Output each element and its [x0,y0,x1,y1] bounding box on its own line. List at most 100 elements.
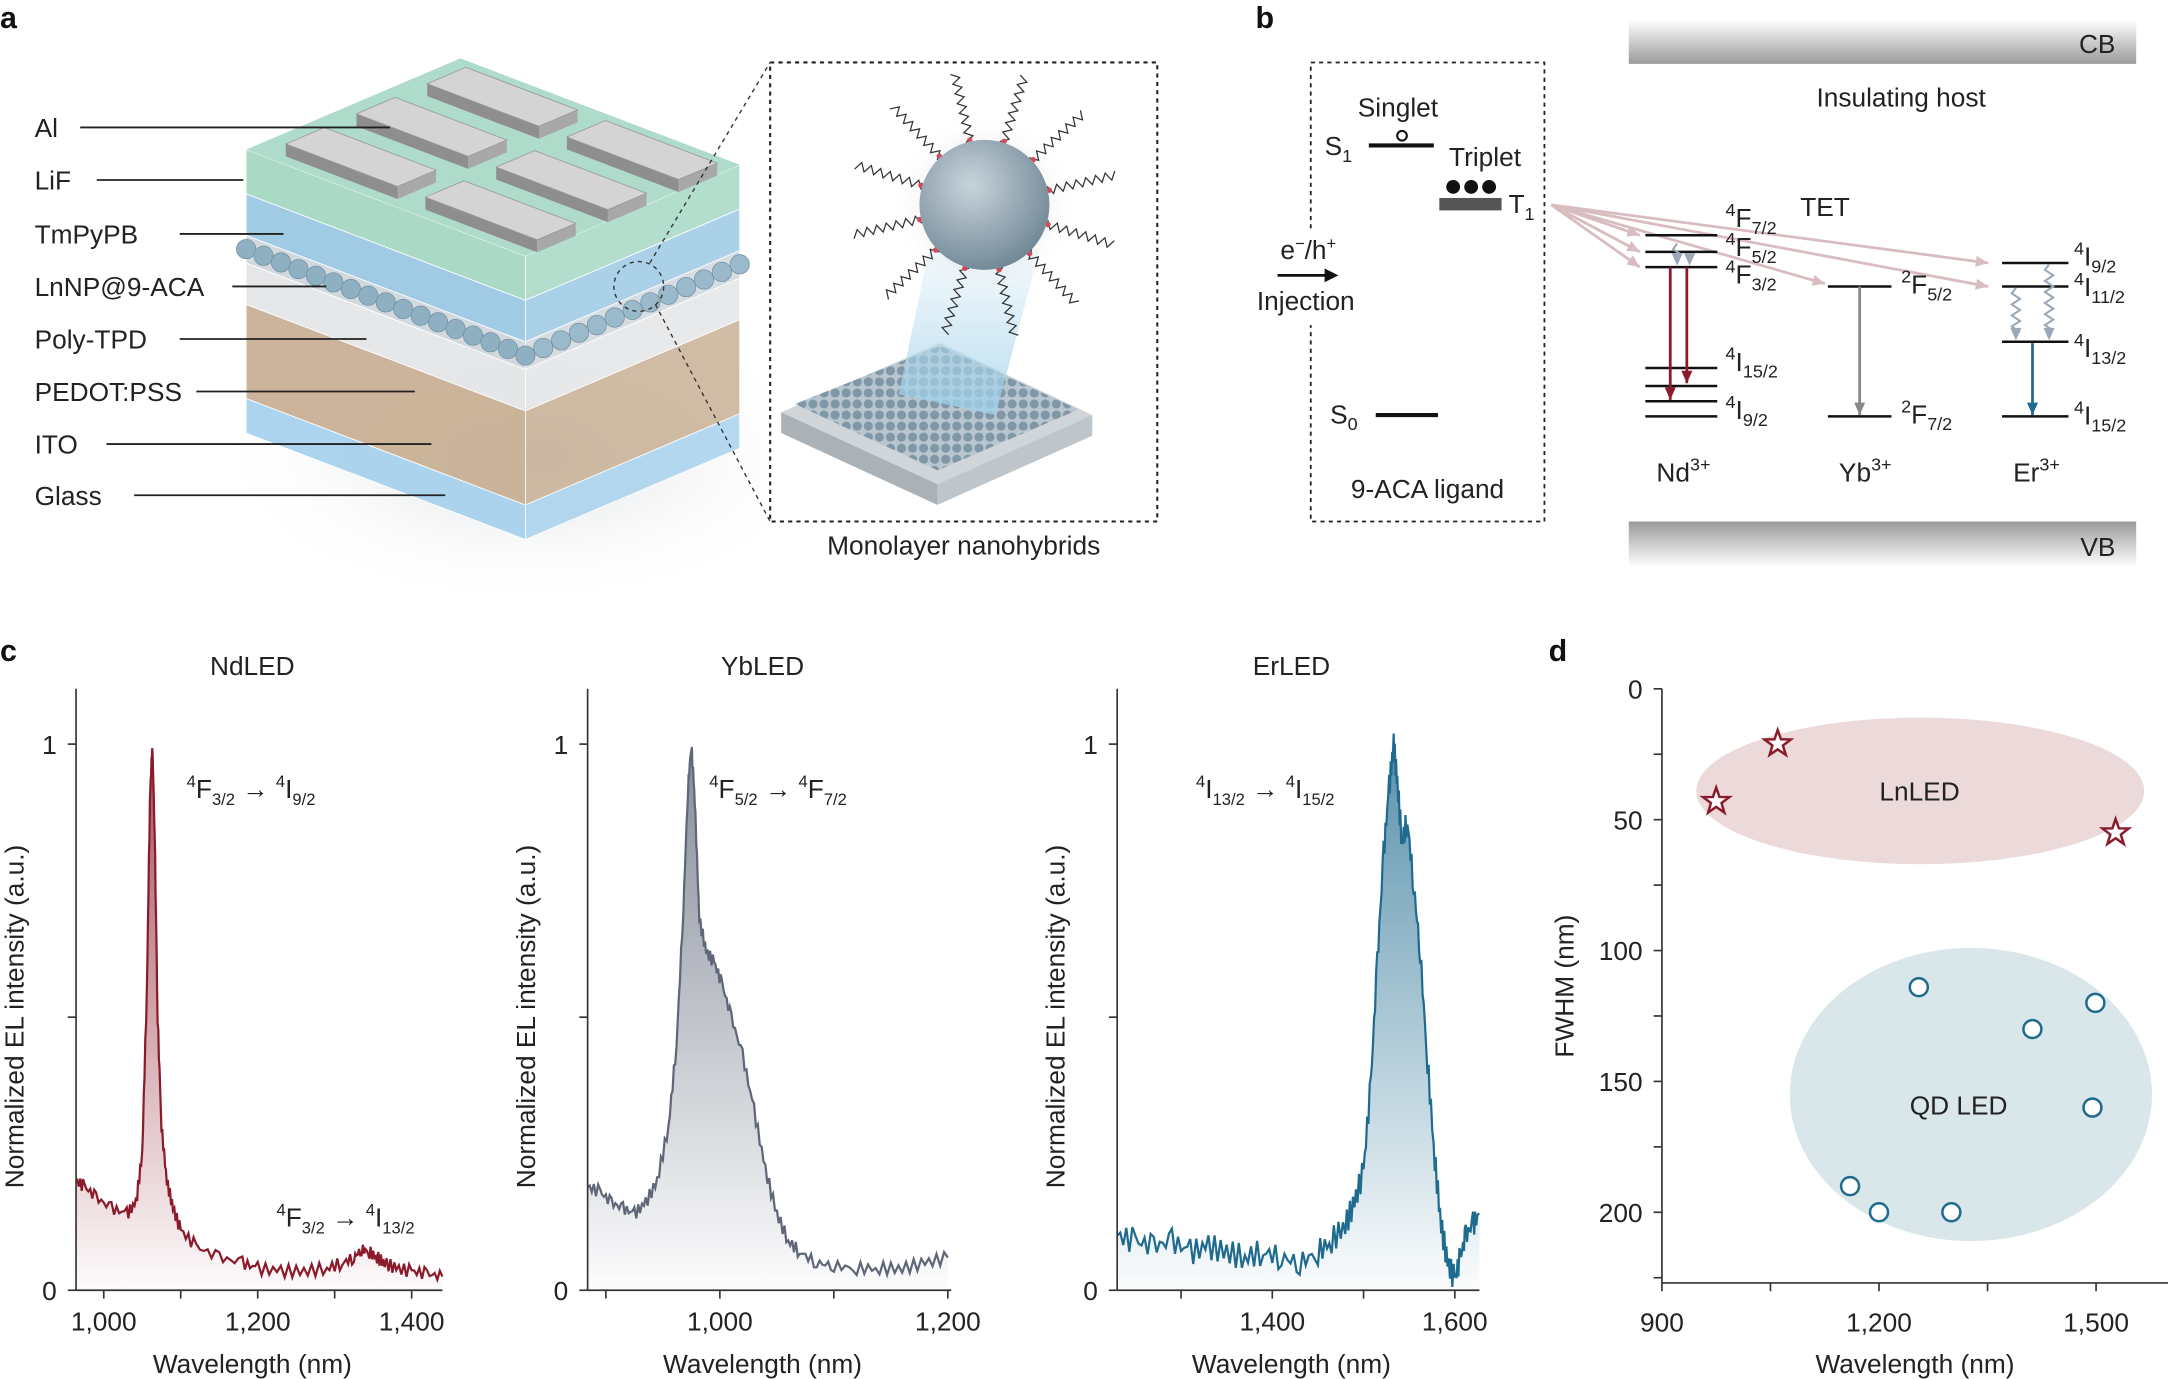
x-tick-label: 1,200 [225,1306,291,1336]
nanoparticle-sphere [393,298,414,320]
subscript: 5/2 [1752,247,1777,267]
spectrum-line [75,748,444,1284]
y-tick-label: 1 [554,730,569,760]
y-axis-label: Normalized EL intensity (a.u.) [511,845,541,1189]
nanoparticle-sphere [236,239,257,260]
nanoparticle-sphere [658,284,679,305]
charts: 0 1 1,000 1,200 1,400 Wavelength (nm) Normaliz… [0,651,2168,1379]
electron-marker [1446,179,1461,194]
superscript: 4 [2074,398,2084,418]
y-tick-label: 1 [42,730,57,760]
nanoparticle-sphere [323,272,344,293]
tet-arrow [1550,203,1641,254]
arrow-head-icon [1681,370,1693,384]
term-base: I [2084,272,2091,302]
s0-label: S0 [1330,399,1358,434]
nanoparticle-sphere [497,338,518,359]
term-base: F [1736,260,1752,290]
superscript: 3+ [2039,454,2060,474]
term-base: I [1295,774,1302,804]
spectrum-area [587,747,948,1291]
al-electrode [495,150,648,211]
injection-label: Injection [1257,286,1355,316]
cb-label: CB [2079,29,2116,59]
subscript: 3/2 [302,1219,325,1238]
zoom-circle [613,260,665,313]
ligand-chain [1029,110,1084,162]
substrate-side [781,412,938,505]
arrow-icon: → [765,774,799,804]
nanoparticle-sphere [375,292,396,313]
superscript: 4 [2074,330,2084,350]
x-axis-label: Wavelength (nm) [153,1349,352,1379]
superscript: 2 [1901,266,1911,286]
arrow-icon: → [1252,774,1286,804]
nanoparticle-sphere [358,285,379,306]
layer-label-ito: ITO [35,430,78,460]
device-stack [236,58,750,541]
carrier-label: e−/h+ [1280,234,1336,265]
superscript: 2 [1901,396,1911,416]
y-tick-label: 0 [42,1276,57,1306]
x-tick-label: 1,000 [71,1306,137,1336]
subscript: 15/2 [1302,790,1334,809]
qdled-point [2085,992,2106,1014]
y-axis-label: FWHM (nm) [1549,915,1579,1058]
lnled-point [1699,783,1734,816]
y-tick-label: 0 [554,1276,569,1306]
nanoparticle-sphere [463,325,484,346]
superscript: 4 [277,1201,286,1220]
panel-label-a: a [0,1,18,35]
spacer [235,774,242,804]
arrow-head-icon [2010,327,2022,341]
ligand-chain [885,248,940,300]
superscript: 4 [1286,772,1295,791]
term-base: F [1911,399,1927,429]
term-base: F [1911,269,1927,299]
layer-label-lnnp-9-aca: LnNP@9-ACA [35,272,205,302]
layer-labels: Al LiF TmPyPB LnNP@9-ACA Poly-TPD PEDOT:PSS IT… [35,113,446,511]
al-electrode-side [425,197,538,253]
ion-base: Er [2013,457,2040,487]
level-label: 2F5/2 [1901,266,1952,304]
al-electrode-side [566,136,679,192]
ligand-chain [853,215,923,239]
s1-label: S1 [1325,131,1353,166]
y-tick-label: 0 [1083,1276,1098,1306]
term-base: F [808,774,824,804]
vb-label: VB [2080,532,2115,562]
subscript: 5/2 [1927,284,1952,304]
arrow-head-icon [1975,278,1989,290]
al-electrode [565,120,719,180]
term-base: I [285,774,292,804]
spectrum-area [76,748,443,1291]
arrow-head-icon [1975,255,1989,267]
spacer [1245,774,1252,804]
layer-label-pedot-pss: PEDOT:PSS [35,377,182,407]
arrow-head-icon [1626,255,1640,268]
y-tick-label: 0 [1628,674,1643,704]
term-base: F [719,774,735,804]
ligand-chain [1046,170,1116,195]
spectrum-chart-erled: 0 1 1,400 1,600 Wavelength (nm) Normalized EL… [1041,651,1488,1379]
superscript: 4 [709,772,718,791]
ion-label: Nd3+ [1656,454,1710,487]
superscript: 4 [1726,200,1736,220]
superscript: 4 [276,772,285,791]
conduction-band [1628,19,2137,64]
nonradiative-relaxation [2043,263,2056,332]
arrow-head-icon [1684,253,1696,266]
subscript: 13/2 [1213,790,1245,809]
device-schematic: Al LiF TmPyPB LnNP@9-ACA Poly-TPD PEDOT:PSS IT… [35,58,1159,609]
x-tick-label: 1,400 [379,1306,445,1336]
ligand-label: 9-ACA ligand [1351,474,1504,504]
al-electrode-side [468,139,507,169]
subscript: 11/2 [2091,287,2125,307]
al-electrode [284,127,438,187]
arrow-icon: → [242,774,276,804]
transition-annotation: 4I13/2 → 4I15/2 [1196,772,1335,809]
layer-label-al: Al [35,113,58,143]
panel-label-b: b [1255,1,1274,35]
y-tick-label: 50 [1613,805,1642,835]
nanoparticle-sphere [305,265,326,286]
